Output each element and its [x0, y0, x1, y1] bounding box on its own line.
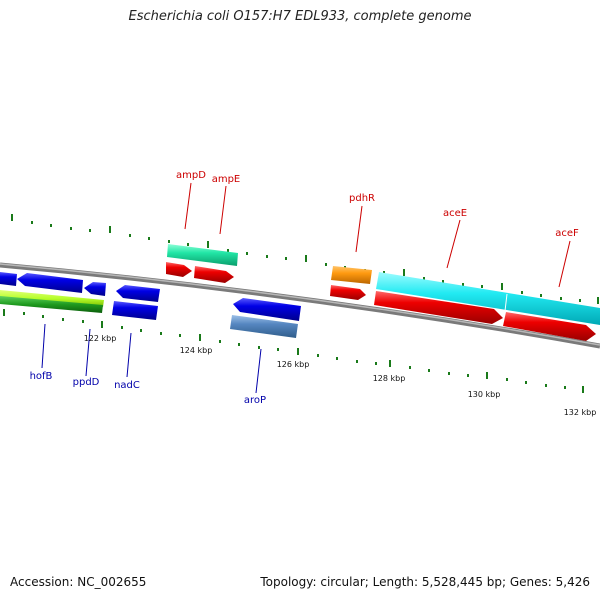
gene-aceE[interactable] — [374, 291, 503, 324]
label-leaders — [41, 182, 571, 394]
gene-pdhR[interactable] — [330, 285, 366, 300]
label-aceE[interactable]: aceE — [443, 208, 467, 219]
gene-nadC[interactable] — [116, 285, 160, 302]
map-title: Escherichia coli O157:H7 EDL933, complet… — [128, 9, 472, 24]
gene-ampD[interactable] — [166, 262, 192, 277]
axis-label: 122 kbp — [84, 334, 117, 343]
axis-label: 128 kbp — [373, 374, 406, 383]
label-nadC[interactable]: nadC — [114, 380, 140, 391]
gene-aceF[interactable] — [503, 312, 596, 341]
reverse-genes — [0, 272, 301, 338]
genome-backbone — [0, 262, 600, 349]
label-aceF[interactable]: aceF — [555, 228, 579, 239]
gene-ampE[interactable] — [194, 266, 234, 283]
axis-labels: 122 kbp 124 kbp 126 kbp 128 kbp 130 kbp … — [84, 334, 597, 417]
label-ampD[interactable]: ampD — [176, 170, 206, 181]
forward-genes — [166, 262, 596, 341]
gene-hofB[interactable] — [17, 273, 83, 293]
inner-tick-marks — [3, 309, 584, 393]
genome-summary: Topology: circular; Length: 5,528,445 bp… — [260, 575, 590, 589]
label-aroP[interactable]: aroP — [244, 395, 266, 406]
axis-label: 130 kbp — [468, 390, 501, 399]
gene-labels: ampD ampE pdhR aceE aceF hofB ppdD nadC … — [30, 170, 579, 406]
axis-label: 126 kbp — [277, 360, 310, 369]
operon-blocks — [167, 244, 600, 325]
gene-ppdD[interactable] — [84, 282, 106, 296]
gene-aroP[interactable] — [233, 298, 301, 321]
accession-text: Accession: NC_002655 — [10, 575, 147, 589]
label-pdhR[interactable]: pdhR — [349, 193, 375, 204]
label-hofB[interactable]: hofB — [30, 371, 53, 382]
label-ampE[interactable]: ampE — [212, 174, 241, 185]
axis-label: 132 kbp — [564, 408, 597, 417]
axis-label: 124 kbp — [180, 346, 213, 355]
label-ppdD[interactable]: ppdD — [73, 377, 100, 388]
